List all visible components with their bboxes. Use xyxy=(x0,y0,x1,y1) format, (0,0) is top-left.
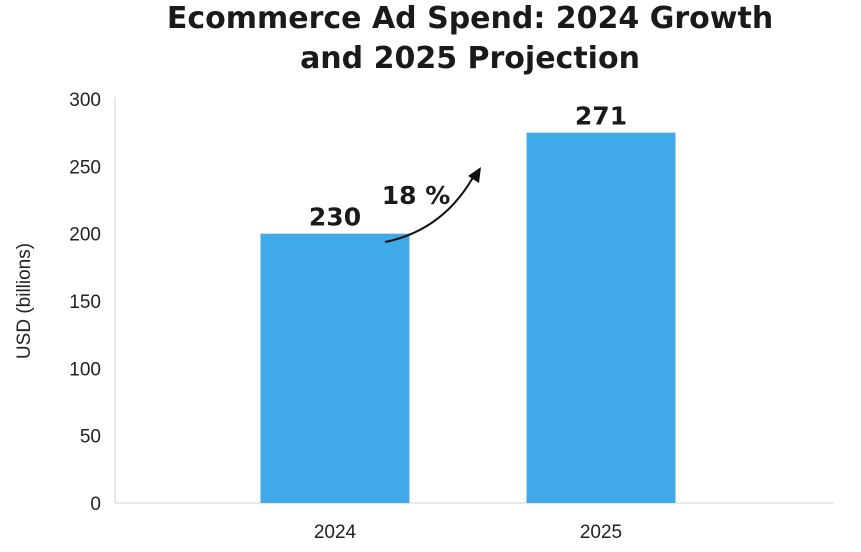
x-tick-label: 2024 xyxy=(314,522,357,543)
data-label-2024: 230 xyxy=(309,203,361,232)
y-tick-label: 300 xyxy=(69,90,101,111)
bar-2024 xyxy=(260,233,410,503)
y-tick-label: 200 xyxy=(69,225,101,246)
y-tick-label: 250 xyxy=(69,157,101,178)
growth-annotation: 18 % xyxy=(382,167,481,243)
y-tick-label: 0 xyxy=(90,494,101,515)
growth-percent-label: 18 % xyxy=(382,181,451,210)
x-tick-label: 2025 xyxy=(580,522,622,543)
y-axis-label: USD (billions) xyxy=(14,243,35,359)
y-tick-label: 100 xyxy=(69,359,101,380)
bar-2025 xyxy=(526,132,676,503)
y-tick-label: 150 xyxy=(69,292,101,313)
arrowhead-icon xyxy=(468,167,481,183)
chart-title-line-1: Ecommerce Ad Spend: 2024 Growth xyxy=(167,1,773,36)
data-label-2025: 271 xyxy=(575,102,627,131)
chart-title-line-2: and 2025 Projection xyxy=(300,41,640,76)
growth-arrow-icon xyxy=(384,171,477,243)
y-tick-label: 50 xyxy=(80,427,101,448)
